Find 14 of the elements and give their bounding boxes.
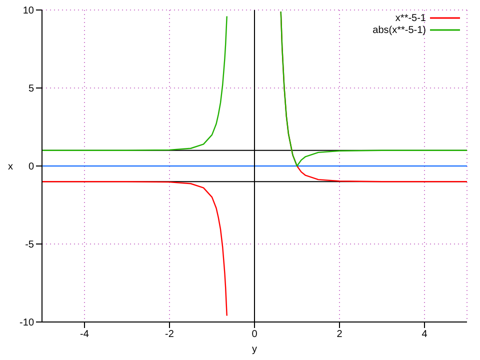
y-tick-label: 10 [22,6,34,17]
x-tick-label: -4 [80,329,90,340]
y-tick-label: -10 [20,318,34,329]
legend-label: x**-5-1 [395,12,426,24]
x-tick-label: 4 [422,329,428,340]
legend-label: abs(x**-5-1) [372,24,426,36]
y-tick-label: -5 [25,240,34,251]
x-axis-title: y [252,344,257,355]
x-tick-label: -2 [165,329,174,340]
x-tick-label: 0 [252,329,258,340]
y-axis-title: x [8,162,13,173]
y-tick-label: 0 [28,162,34,173]
x-tick-label: 2 [336,329,343,340]
y-tick-label: 5 [28,84,34,95]
